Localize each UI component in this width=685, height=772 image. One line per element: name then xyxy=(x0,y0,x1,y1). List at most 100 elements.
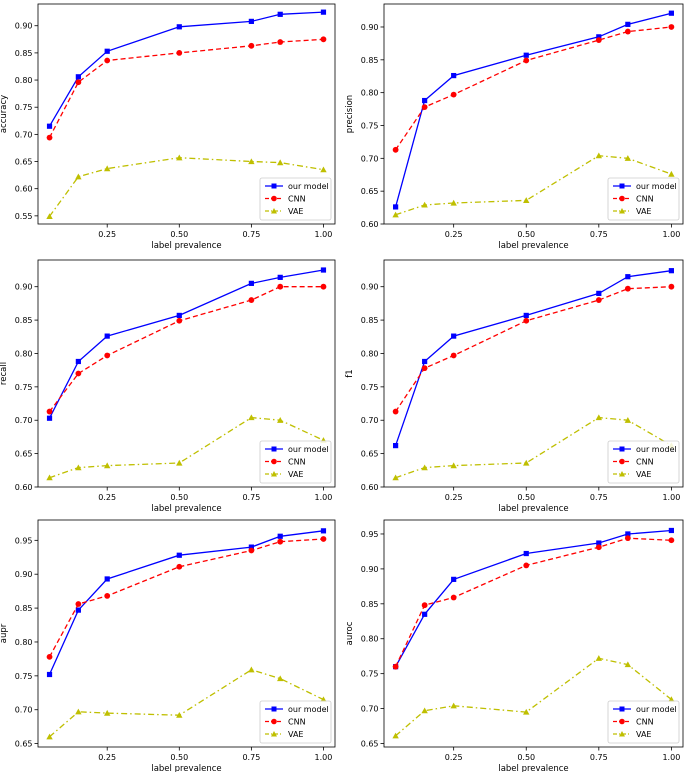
x-tick-label: 0.50 xyxy=(517,493,535,502)
x-tick-label: 0.50 xyxy=(517,230,535,239)
x-tick-label: 0.75 xyxy=(242,493,260,502)
x-tick-label: 0.50 xyxy=(170,493,188,502)
data-point-vae xyxy=(104,709,111,716)
data-point-our-model xyxy=(422,358,428,365)
y-tick-label: 0.70 xyxy=(15,416,33,425)
legend-label-our-model: our model xyxy=(636,705,677,714)
y-tick-label: 0.65 xyxy=(361,450,379,459)
data-point-vae xyxy=(248,666,255,673)
y-tick-label: 0.60 xyxy=(15,483,33,492)
y-tick-label: 0.60 xyxy=(361,483,379,492)
x-tick-label: 1.00 xyxy=(315,230,333,239)
series-line-cnn xyxy=(48,538,324,658)
series-line-our-model xyxy=(48,530,324,675)
data-point-cnn xyxy=(277,538,284,545)
data-point-our-model xyxy=(104,48,110,54)
legend-marker-vae xyxy=(619,731,625,737)
data-point-our-model xyxy=(668,10,674,16)
data-point-cnn xyxy=(523,562,530,569)
y-tick-label: 0.90 xyxy=(361,565,379,574)
legend-label-our-model: our model xyxy=(288,445,329,454)
x-tick-label: 0.25 xyxy=(98,753,116,762)
y-tick-label: 0.85 xyxy=(15,316,33,325)
legend-marker-our-model xyxy=(271,446,277,452)
series-line-our-model xyxy=(48,269,324,419)
data-point-vae xyxy=(450,462,457,469)
legend-box xyxy=(607,440,680,484)
data-point-cnn xyxy=(450,91,457,98)
legend-label-cnn: CNN xyxy=(636,195,654,204)
legend-label-cnn: CNN xyxy=(636,458,654,467)
data-point-vae xyxy=(421,707,428,714)
y-tick-label: 0.65 xyxy=(15,158,33,167)
data-point-cnn xyxy=(392,408,399,415)
legend-marker-our-model xyxy=(619,183,625,189)
x-tick-label: 0.50 xyxy=(170,753,188,762)
legend-label-our-model: our model xyxy=(288,705,329,714)
data-point-vae xyxy=(421,201,428,208)
legend-marker-vae xyxy=(271,208,277,214)
data-point-vae xyxy=(624,155,632,161)
legend-marker-vae xyxy=(619,208,625,214)
data-point-vae xyxy=(277,159,284,166)
data-point-cnn xyxy=(248,547,255,554)
data-point-cnn xyxy=(523,317,530,324)
legend-marker-cnn xyxy=(271,718,277,725)
data-point-cnn xyxy=(450,352,457,359)
data-point-our-model xyxy=(596,540,602,546)
y-tick-label: 0.85 xyxy=(361,600,379,609)
data-point-our-model xyxy=(176,552,182,558)
data-point-cnn xyxy=(176,563,183,570)
data-point-vae xyxy=(668,170,675,177)
x-axis-label: label prevalence xyxy=(151,504,221,514)
data-point-our-model xyxy=(46,415,53,421)
y-tick-label: 0.70 xyxy=(361,154,379,163)
data-point-cnn xyxy=(46,134,53,141)
x-tick-label: 0.25 xyxy=(445,753,463,762)
legend-box xyxy=(607,700,680,744)
legend-label-vae: VAE xyxy=(288,470,304,479)
data-point-cnn xyxy=(46,653,53,660)
data-point-vae xyxy=(392,474,399,481)
data-point-cnn xyxy=(421,104,428,111)
legend-label-vae: VAE xyxy=(288,207,304,216)
data-point-our-model xyxy=(75,74,81,80)
legend-marker-vae xyxy=(271,731,277,737)
x-tick-label: 1.00 xyxy=(662,753,680,762)
legend-label-vae: VAE xyxy=(636,207,652,216)
y-tick-label: 0.90 xyxy=(361,283,379,292)
y-tick-label: 0.80 xyxy=(361,635,379,644)
x-axis-label: label prevalence xyxy=(498,241,568,251)
x-axis-label: label prevalence xyxy=(151,764,221,772)
data-point-cnn xyxy=(104,57,111,64)
y-axis-label: precision xyxy=(345,95,355,133)
data-point-cnn xyxy=(624,535,631,542)
data-point-our-model xyxy=(46,671,53,678)
x-tick-label: 0.25 xyxy=(98,493,116,502)
chart-panel-auroc: 0.25 0.50 0.75 1.00 0.65 0.70 0.75 0.80 0.85 0.90… xyxy=(345,519,684,772)
data-point-our-model xyxy=(451,333,457,339)
y-tick-label: 0.65 xyxy=(15,450,33,459)
y-tick-label: 0.90 xyxy=(361,23,379,32)
legend-label-our-model: our model xyxy=(636,182,677,191)
y-tick-label: 0.80 xyxy=(361,89,379,98)
x-tick-label: 1.00 xyxy=(662,493,680,502)
y-tick-label: 0.70 xyxy=(15,706,33,715)
data-point-vae xyxy=(277,417,284,423)
data-point-cnn xyxy=(75,79,82,86)
data-point-vae xyxy=(595,655,603,661)
legend: our model CNN VAE xyxy=(607,700,680,744)
y-tick-label: 0.85 xyxy=(361,56,379,65)
legend-marker-our-model xyxy=(619,706,625,712)
data-point-vae xyxy=(595,152,603,159)
data-point-our-model xyxy=(625,531,631,537)
legend-marker-our-model xyxy=(271,183,277,189)
plot-frame xyxy=(383,3,684,225)
plot-frame xyxy=(37,259,336,488)
data-point-our-model xyxy=(422,611,428,617)
data-point-cnn xyxy=(277,39,284,45)
x-tick-label: 0.50 xyxy=(517,753,535,762)
y-axis-label: auroc xyxy=(345,621,355,645)
series-line-cnn xyxy=(395,537,672,667)
data-point-cnn xyxy=(176,317,183,324)
